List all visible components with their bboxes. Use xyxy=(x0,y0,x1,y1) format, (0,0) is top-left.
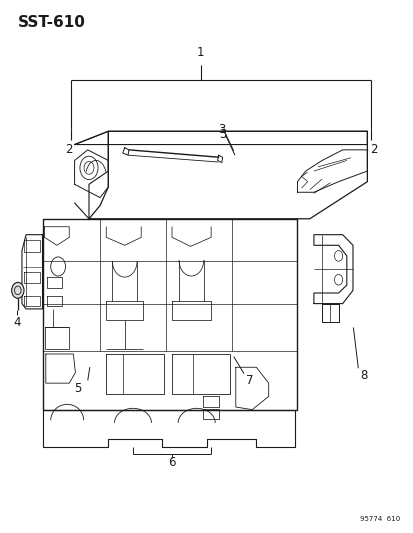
Text: 6: 6 xyxy=(168,456,176,469)
Text: SST-610: SST-610 xyxy=(18,14,85,30)
Text: 4: 4 xyxy=(13,316,21,329)
Text: 95774  610: 95774 610 xyxy=(359,516,399,522)
Text: 3: 3 xyxy=(219,127,226,141)
Circle shape xyxy=(12,282,24,298)
Text: 3: 3 xyxy=(217,123,225,136)
Text: 2: 2 xyxy=(65,143,73,157)
Text: 5: 5 xyxy=(74,382,81,395)
Text: 1: 1 xyxy=(197,46,204,59)
Text: 7: 7 xyxy=(246,374,253,387)
Text: 8: 8 xyxy=(360,369,367,382)
Text: 2: 2 xyxy=(369,143,376,157)
